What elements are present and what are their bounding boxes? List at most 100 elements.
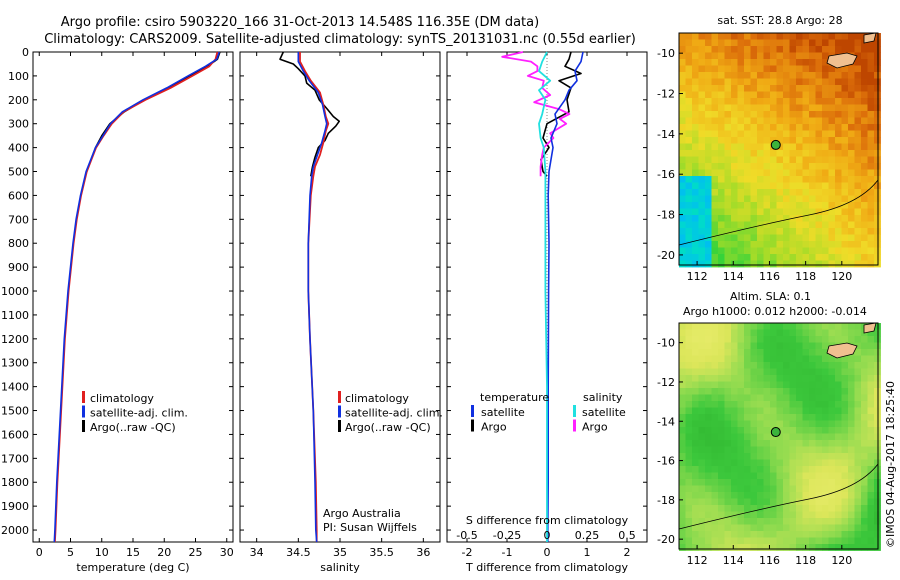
sla-map-cell [809,466,816,473]
x-tick-label: 30 [220,546,234,559]
sla-map-cell [815,446,823,454]
sst-map-cell [718,117,725,125]
sla-map-cell [867,381,875,389]
sst-map-cell [776,150,784,157]
sla-map-cell [841,459,849,467]
sla-map-cell [744,524,751,532]
sst-map-cell [679,202,686,209]
sst-map-cell [854,176,862,183]
sst-map-cell [861,215,868,222]
sst-map-cell [698,254,706,261]
sla-map-cell [685,323,693,330]
sla-map-cell [685,472,693,480]
sst-map-cell [679,189,686,196]
sst-map-cell [763,104,771,112]
sla-map-cell [828,381,836,389]
sst-map-cell [711,247,719,255]
sst-map-cell [835,143,842,151]
sla-map-cell [679,407,686,415]
sla-map-cell [718,537,725,545]
sst-map-cell [848,124,855,131]
sst-map-cell [692,91,699,99]
sst-map-cell [789,169,797,177]
sla-map-cell [705,394,712,402]
sla-map-cell [692,544,699,551]
sst-map-cell [744,46,751,53]
sla-map-cell [796,511,803,519]
sst-map-cell [874,176,881,183]
sla-map-cell [763,329,771,337]
sst-map-cell [770,202,777,209]
sst-map-cell [737,221,745,229]
sst-map-cell [692,195,699,203]
sst-map-cell [685,208,693,216]
sla-map-cell [705,349,712,356]
sst-map-cell [802,137,810,144]
sla-map-cell [692,453,699,460]
sla-map-cell [698,329,706,337]
sla-map-cell [841,446,849,454]
sst-map-cell [744,234,751,242]
sla-map-cell [718,472,725,480]
sst-map-cell [867,163,875,170]
sla-map-cell [796,453,803,460]
sla-map-cell [861,537,868,545]
sst-map-cell [776,156,784,164]
sst-map-cell [711,104,719,112]
sst-map-cell [750,130,758,138]
sla-map-cell [841,401,849,408]
sla-map-cell [750,518,758,525]
sst-map-cell [776,247,784,255]
sst-map-cell [789,221,797,229]
sst-map-cell [711,78,719,86]
sst-map-cell [776,33,784,40]
y-tick-label: 1800 [1,476,29,489]
sst-map-cell [692,260,699,268]
sst-map-cell [789,117,797,125]
sla-map-cell [679,531,686,538]
sla-map-cell [705,427,712,434]
sla-map-cell [835,485,842,493]
sla-map-cell [822,401,829,408]
sla-map-cell [861,375,868,382]
sla-map-cell [874,492,881,499]
sst-map-cell [789,98,797,105]
sst-map-cell [783,137,790,144]
sla-map-cell [750,407,758,415]
sst-map-cell [731,215,738,222]
sla-map-cell [835,375,842,382]
sst-map-cell [750,104,758,112]
sst-map-cell [685,260,693,268]
sst-map-cell [874,91,881,99]
sla-map-cell [822,336,829,343]
sst-map-cell [789,247,797,255]
sla-map-cell [802,466,810,473]
sla-map-cell [783,518,790,525]
sst-map-cell [854,254,862,261]
y-tick-label: 1100 [1,309,29,322]
sla-map-cell [776,407,784,415]
sla-map-cell [685,479,693,486]
sst-map-cell [737,104,745,112]
sla-map-cell [783,453,790,460]
sla-map-cell [744,414,751,421]
sla-map-cell [776,440,784,447]
sst-map-cell [731,91,738,99]
sst-map-cell [698,91,706,99]
sla-map-cell [783,544,790,551]
sla-map-cell [796,518,803,525]
sla-map-cell [718,466,725,473]
sla-map-cell [737,349,745,356]
sst-map-cell [802,52,810,60]
sla-map-cell [867,362,875,369]
sst-map-cell [815,241,823,248]
sst-map-cell [828,111,836,118]
sla-map-cell [802,524,810,532]
sla-map-cell [763,414,771,421]
sst-map-cell [809,137,816,144]
sst-map-cell [796,176,803,183]
sst-map-cell [809,169,816,177]
sst-map-cell [744,208,751,216]
sst-map-cell [835,65,842,73]
sla-map-cell [783,342,790,350]
